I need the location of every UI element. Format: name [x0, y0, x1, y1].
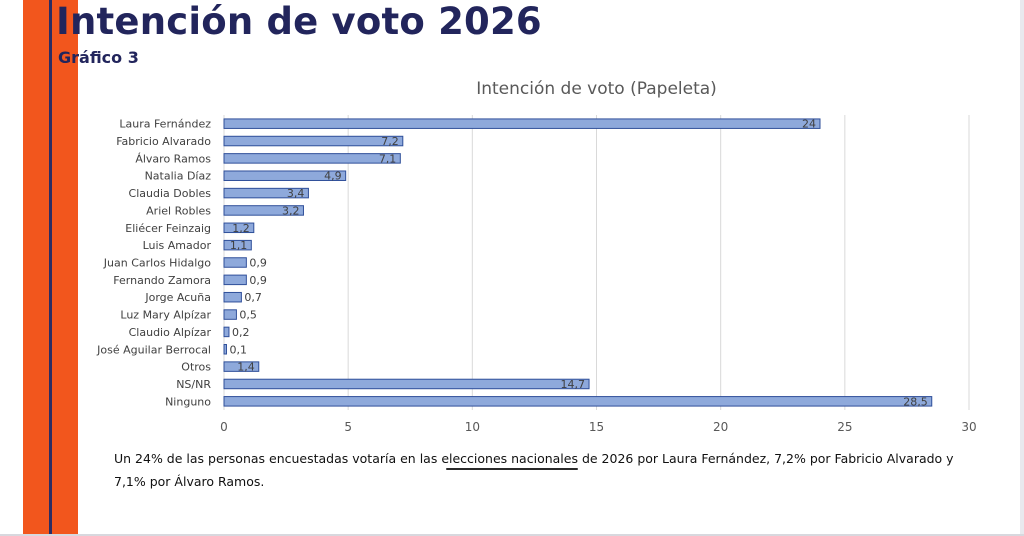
- value-label: 0,5: [239, 309, 257, 322]
- bar: [223, 396, 933, 407]
- bar: [223, 326, 230, 338]
- chart-value-labels: 247,27,14,93,43,21,21,10,90,90,70,50,20,…: [229, 118, 927, 409]
- x-tick-label: 15: [589, 420, 604, 434]
- category-label: Luz Mary Alpízar: [120, 309, 211, 322]
- underline-mark: [446, 468, 578, 470]
- page-title: Intención de voto 2026: [56, 0, 542, 43]
- bar: [223, 257, 247, 268]
- x-tick-label: 5: [344, 420, 352, 434]
- value-label: 3,2: [282, 204, 300, 217]
- x-tick-label: 25: [837, 420, 852, 434]
- x-tick-label: 10: [465, 420, 480, 434]
- value-label: 0,9: [249, 274, 267, 287]
- value-label: 0,9: [249, 257, 267, 270]
- bar: [223, 291, 242, 303]
- accent-stripe-navy: [49, 0, 52, 536]
- bar: [223, 239, 252, 251]
- bar: [223, 118, 821, 129]
- value-label: 3,4: [287, 187, 305, 200]
- category-label: Claudio Alpízar: [129, 326, 212, 339]
- category-label: Otros: [181, 361, 211, 374]
- chart-caption: Un 24% de las personas encuestadas votar…: [114, 451, 954, 489]
- value-label: 0,2: [232, 326, 250, 339]
- chart-gridlines: [223, 115, 970, 410]
- bar: [223, 274, 247, 286]
- chart-category-labels: Laura Fernández Fabricio Alvarado Álvaro R…: [96, 118, 211, 409]
- bar: [223, 361, 260, 372]
- value-label: 7,2: [381, 135, 399, 148]
- value-label: 1,4: [237, 361, 255, 374]
- chart-x-tick-labels: 0 5 10 15 20 25 30: [220, 420, 976, 434]
- value-label: 28,5: [903, 395, 928, 408]
- category-label: Ariel Robles: [146, 204, 211, 217]
- value-label: 1,2: [232, 222, 250, 235]
- value-label: 7,1: [379, 152, 397, 165]
- bar: [223, 170, 347, 181]
- bar: [223, 222, 255, 234]
- value-label: 0,7: [244, 291, 262, 304]
- category-label: Luis Amador: [143, 239, 212, 252]
- x-tick-label: 20: [713, 420, 728, 434]
- value-label: 4,9: [324, 170, 342, 183]
- category-label: Natalia Díaz: [145, 170, 212, 183]
- value-label: 24: [802, 118, 816, 131]
- category-label: Fabricio Alvarado: [116, 135, 211, 148]
- right-edge: [1020, 0, 1024, 536]
- chart-title: Intención de voto (Papeleta): [476, 79, 717, 99]
- page-subtitle: Gráfico 3: [58, 48, 139, 67]
- category-label: Ninguno: [165, 395, 211, 408]
- bar: [223, 153, 401, 164]
- category-label: Claudia Dobles: [129, 187, 212, 200]
- bar: [223, 187, 309, 199]
- chart-bars: [223, 118, 933, 407]
- category-label: Álvaro Ramos: [135, 152, 211, 165]
- category-label: Jorge Acuña: [144, 291, 211, 304]
- category-label: Laura Fernández: [119, 118, 211, 131]
- bar: [223, 344, 227, 355]
- category-label: José Aguilar Berrocal: [96, 343, 211, 356]
- bottom-edge: [0, 534, 1024, 536]
- value-label: 0,1: [229, 343, 247, 356]
- x-tick-label: 0: [220, 420, 228, 434]
- value-label: 14,7: [561, 378, 586, 391]
- bar: [223, 309, 237, 320]
- bar: [223, 378, 590, 390]
- bar: [223, 205, 304, 216]
- category-label: Fernando Zamora: [113, 274, 211, 287]
- category-label: Juan Carlos Hidalgo: [103, 257, 211, 270]
- value-label: 1,1: [230, 239, 248, 252]
- category-label: Eliécer Feinzaig: [125, 222, 211, 235]
- x-tick-label: 30: [961, 420, 976, 434]
- bar: [223, 135, 404, 147]
- category-label: NS/NR: [176, 378, 211, 391]
